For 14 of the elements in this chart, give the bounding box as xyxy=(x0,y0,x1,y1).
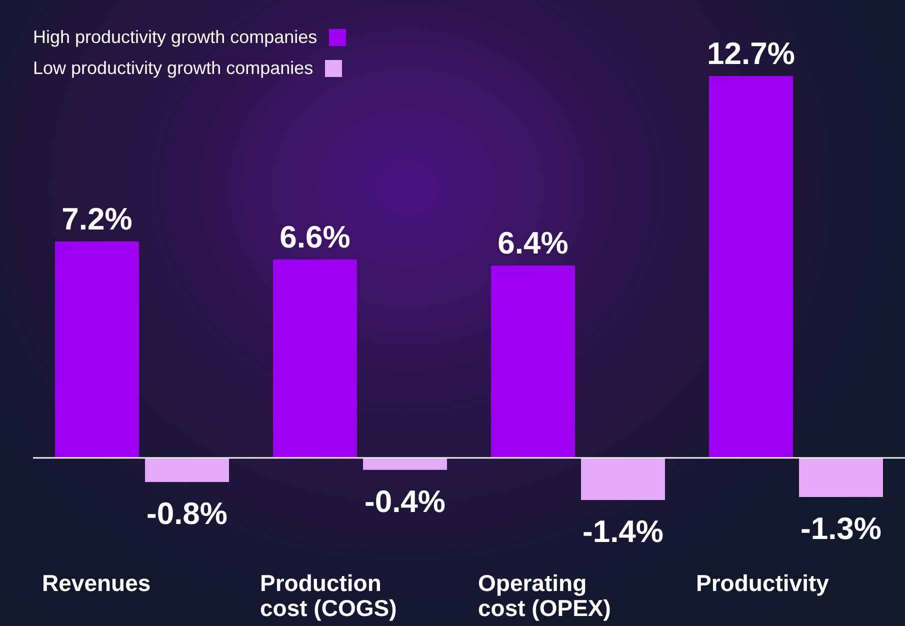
data-label: 6.6% xyxy=(280,219,350,254)
data-label: -0.8% xyxy=(146,496,228,531)
data-label: 7.2% xyxy=(62,201,132,236)
data-label: -0.4% xyxy=(364,484,446,519)
data-label: 6.4% xyxy=(498,225,568,260)
data-label: 12.7% xyxy=(707,36,795,71)
data-label: -1.4% xyxy=(582,514,664,549)
legend-label: Low productivity growth companies xyxy=(33,58,314,79)
x-tick-label: Production cost (COGS) xyxy=(260,570,397,621)
data-label: -1.3% xyxy=(800,510,882,546)
x-tick-label: Revenues xyxy=(42,570,151,596)
x-tick-label: Operating cost (OPEX) xyxy=(478,570,611,621)
legend-label: High productivity growth companies xyxy=(33,27,318,48)
x-tick-label: Productivity xyxy=(696,570,830,596)
